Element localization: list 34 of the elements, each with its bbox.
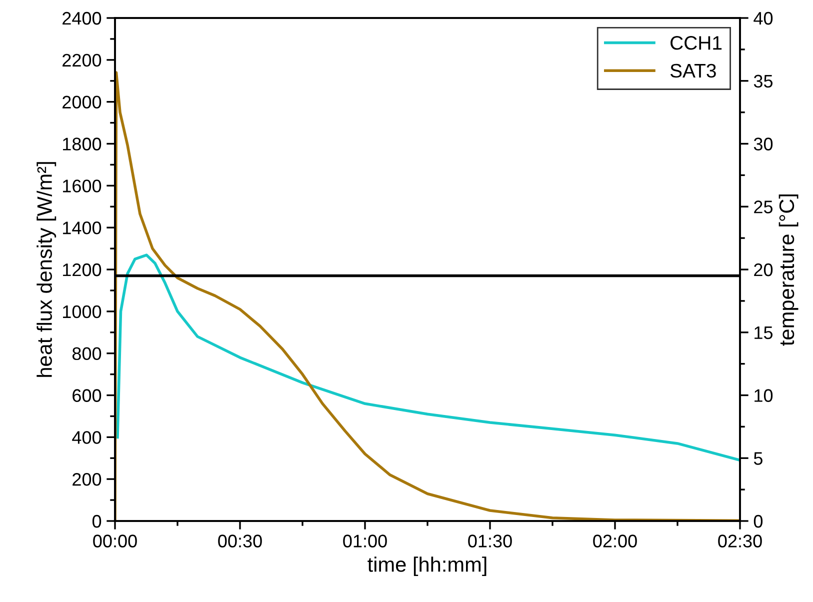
x-tick-label: 02:00 <box>593 534 637 548</box>
y2-tick-label: 30 <box>754 138 773 150</box>
y2-tick-label: 20 <box>754 263 773 276</box>
legend-label: CCH1 <box>670 36 722 50</box>
y-tick-label: 200 <box>72 473 102 486</box>
y-tick-label: 1800 <box>63 138 102 150</box>
y-axis-title: heat flux density [W/m²] <box>36 162 56 377</box>
y-tick-label: 2400 <box>62 12 102 25</box>
y-tick-label: 800 <box>72 347 102 360</box>
line-series <box>116 254 740 462</box>
y2-tick-label: 25 <box>754 200 773 214</box>
x-tick-label: 01:30 <box>468 534 512 548</box>
y-tick-label: 0 <box>92 514 102 528</box>
y-tick-label: 2200 <box>62 54 102 67</box>
y2-tick-label: 40 <box>754 12 773 25</box>
y2-tick-label: 0 <box>754 514 763 528</box>
y-tick-label: 600 <box>72 389 102 402</box>
y-tick-label: 1400 <box>63 222 102 234</box>
y-tick-label: 1600 <box>63 180 102 192</box>
y2-tick-label: 10 <box>754 389 773 402</box>
y2-axis-title: temperature [°C] <box>778 194 798 346</box>
y-tick-label: 2000 <box>62 96 102 109</box>
x-axis-title: time [hh:mm] <box>368 556 486 576</box>
x-tick-label: 02:30 <box>718 534 762 548</box>
legend-label: SAT3 <box>670 64 716 78</box>
x-tick-label: 01:00 <box>343 534 387 548</box>
x-tick-label: 00:00 <box>93 534 137 548</box>
y2-tick-label: 15 <box>754 326 773 340</box>
y-tick-label: 400 <box>72 431 102 444</box>
x-tick-label: 00:30 <box>218 534 262 548</box>
y-tick-label: 1200 <box>63 263 102 276</box>
y-tick-label: 1000 <box>63 305 102 318</box>
y2-tick-label: 5 <box>754 452 762 465</box>
y2-tick-label: 35 <box>754 74 773 88</box>
